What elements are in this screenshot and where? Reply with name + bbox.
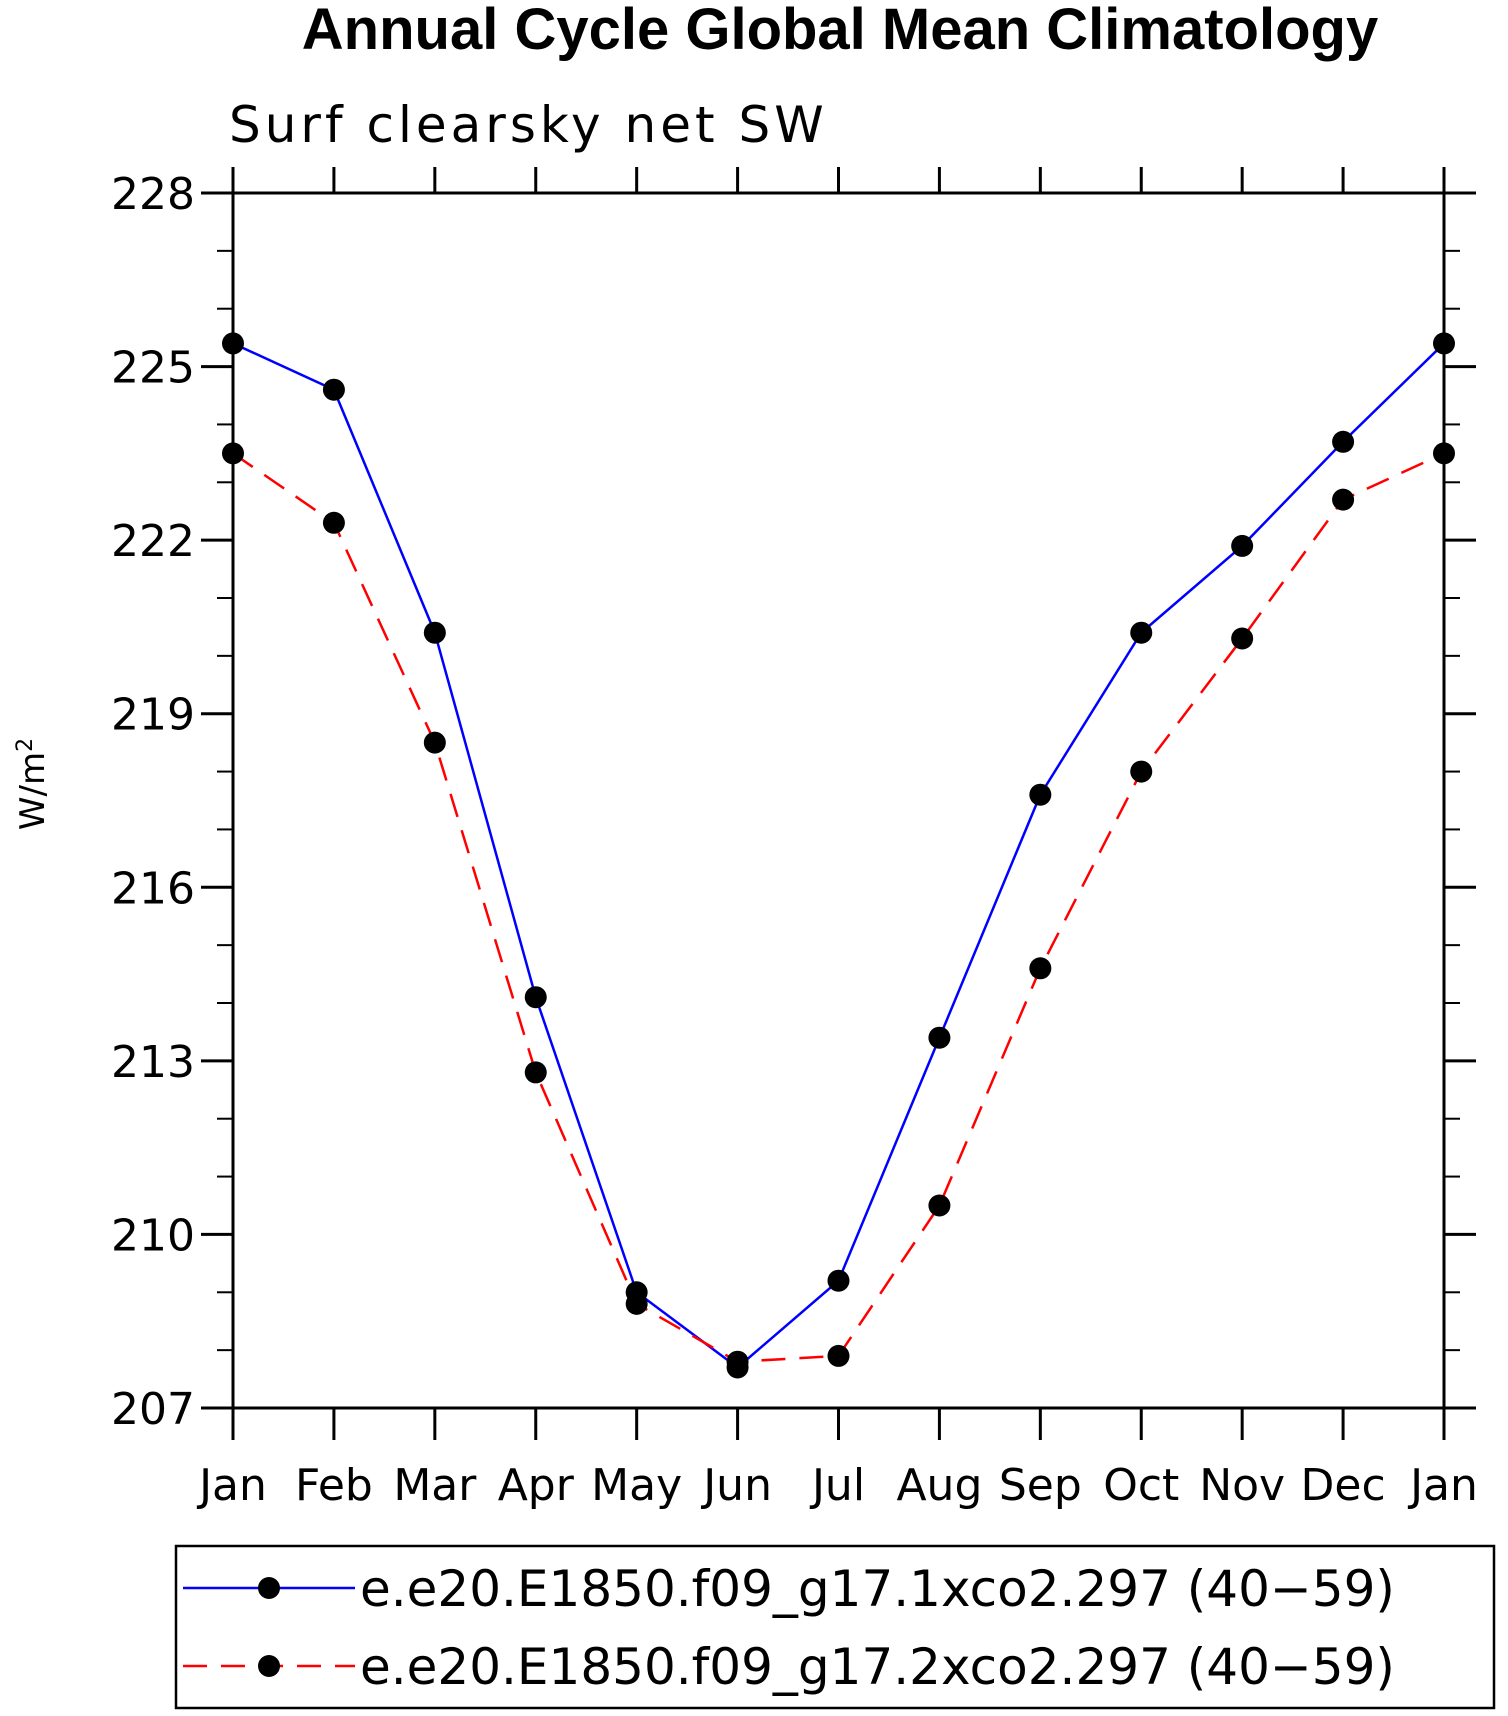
x-tick-label: Apr xyxy=(498,1460,575,1511)
x-tick-label: Feb xyxy=(295,1460,373,1511)
series-1-point xyxy=(1433,332,1455,355)
legend-box xyxy=(174,1544,1496,1710)
x-tick-label: Nov xyxy=(1199,1460,1285,1511)
series-2-point xyxy=(1332,488,1355,511)
plot-frame xyxy=(231,191,1446,1410)
y-tick-label: 228 xyxy=(111,169,195,220)
chart-title: Annual Cycle Global Mean Climatology xyxy=(302,0,1378,62)
y-tick-label: 225 xyxy=(111,343,195,394)
series-1-point xyxy=(1130,621,1153,644)
y-tick-label: 210 xyxy=(111,1210,195,1261)
series-1-point xyxy=(222,332,244,355)
series-1-point xyxy=(827,1269,850,1292)
y-axis-label: W/m2 xyxy=(13,738,53,830)
x-tick-label: May xyxy=(591,1460,682,1511)
series-2-point xyxy=(423,731,446,754)
x-tick-label: Sep xyxy=(999,1460,1082,1511)
series-1-point xyxy=(1332,430,1355,453)
legend-label-2: e.e20.E1850.f09_g17.2xco2.297 (40−59) xyxy=(360,1638,1395,1696)
series-1-point xyxy=(322,378,345,401)
x-tick-label: Jan xyxy=(196,1460,267,1511)
legend-marker-2 xyxy=(258,1655,280,1677)
legend-marker-1 xyxy=(258,1577,280,1599)
series-layer xyxy=(222,332,1455,1379)
y-tick-label: 222 xyxy=(111,516,195,567)
legend: e.e20.E1850.f09_g17.1xco2.297 (40−59) e.e… xyxy=(174,1544,1496,1710)
series-2-point xyxy=(1130,760,1153,783)
series-1-point xyxy=(423,621,446,644)
y-tick-label: 207 xyxy=(111,1384,195,1435)
series-2-point xyxy=(928,1194,951,1217)
series-2-point xyxy=(827,1344,850,1367)
y-tick-label: 216 xyxy=(111,863,195,914)
x-tick-label: Jan xyxy=(1407,1460,1478,1511)
series-2-point xyxy=(222,442,244,465)
series-1-point xyxy=(1029,783,1052,806)
axes: 207 210 213 216 219 222 225 228 Jan Feb Mar Apr May J… xyxy=(111,167,1478,1511)
chart-subtitle: Surf clearsky net SW xyxy=(229,96,828,154)
series-1-point xyxy=(1231,534,1254,557)
x-tick-label: Jun xyxy=(700,1460,772,1511)
y-tick-label: 219 xyxy=(111,690,195,741)
series-1-point xyxy=(928,1026,951,1049)
series-2-point xyxy=(1231,627,1254,650)
series-2-point xyxy=(1433,442,1455,465)
x-tick-label: Dec xyxy=(1301,1460,1386,1511)
x-tick-label: Oct xyxy=(1103,1460,1179,1511)
x-tick-label: Jul xyxy=(809,1460,865,1511)
x-tick-label: Aug xyxy=(896,1460,982,1511)
series-2-point xyxy=(625,1292,648,1315)
series-2-point xyxy=(726,1350,749,1373)
series-2-point xyxy=(1029,957,1052,980)
series-2-point xyxy=(524,1061,547,1084)
legend-label-1: e.e20.E1850.f09_g17.1xco2.297 (40−59) xyxy=(360,1560,1395,1618)
series-1-point xyxy=(524,986,547,1009)
series-2-point xyxy=(322,511,345,534)
series-line-1 xyxy=(232,342,1445,1370)
series-line-2 xyxy=(232,452,1445,1363)
x-tick-label: Mar xyxy=(393,1460,477,1511)
y-tick-label: 213 xyxy=(111,1037,195,1088)
